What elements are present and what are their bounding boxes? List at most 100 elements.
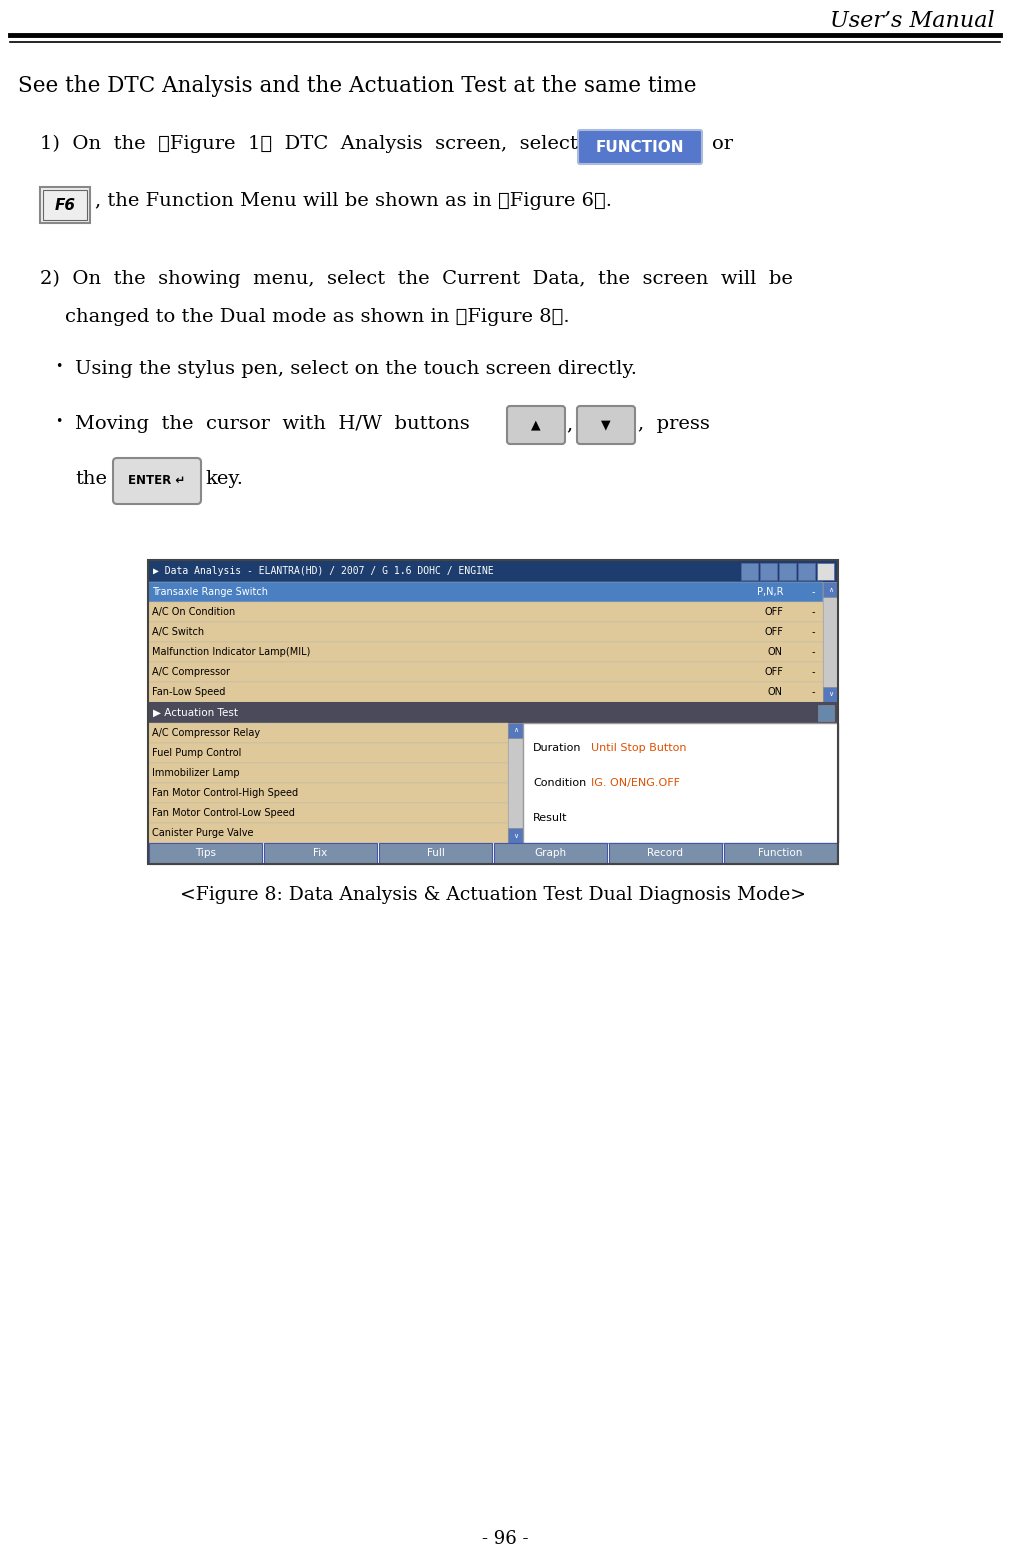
Text: Graph: Graph: [534, 849, 567, 858]
Text: •: •: [55, 360, 63, 373]
Bar: [148, 764, 508, 782]
FancyBboxPatch shape: [578, 130, 702, 164]
Text: -: -: [811, 587, 815, 597]
Text: Full: Full: [426, 849, 444, 858]
Text: Fuel Pump Control: Fuel Pump Control: [152, 748, 241, 758]
Text: A/C Compressor Relay: A/C Compressor Relay: [152, 728, 261, 737]
Bar: [148, 822, 508, 843]
Text: •: •: [55, 414, 63, 428]
Text: -: -: [811, 628, 815, 637]
Bar: [508, 724, 523, 737]
Text: the: the: [75, 470, 107, 489]
Text: changed to the Dual mode as shown in 〈Figure 8〉.: changed to the Dual mode as shown in 〈Fi…: [65, 308, 570, 326]
Text: Immobilizer Lamp: Immobilizer Lamp: [152, 768, 239, 778]
Bar: [148, 724, 508, 744]
Text: Duration: Duration: [533, 744, 582, 753]
Bar: [148, 642, 823, 662]
Bar: [817, 563, 834, 580]
Bar: [148, 601, 823, 621]
Bar: [148, 682, 823, 702]
Bar: [148, 662, 823, 682]
Text: Record: Record: [647, 849, 684, 858]
Bar: [823, 686, 838, 702]
Bar: [149, 843, 262, 864]
Text: 2)  On  the  showing  menu,  select  the  Current  Data,  the  screen  will  be: 2) On the showing menu, select the Curre…: [40, 271, 793, 288]
Bar: [508, 724, 523, 843]
Text: Until Stop Button: Until Stop Button: [591, 744, 687, 753]
Text: key.: key.: [205, 470, 243, 489]
Text: Fan Motor Control-High Speed: Fan Motor Control-High Speed: [152, 788, 298, 798]
Text: -: -: [811, 666, 815, 677]
Text: User’s Manual: User’s Manual: [830, 9, 995, 32]
Bar: [379, 843, 492, 864]
Bar: [741, 563, 758, 580]
Bar: [148, 581, 823, 601]
Text: ▼: ▼: [601, 419, 611, 431]
Bar: [43, 190, 87, 220]
Bar: [609, 843, 722, 864]
Text: F6: F6: [55, 198, 76, 212]
Text: ∨: ∨: [513, 832, 518, 838]
FancyBboxPatch shape: [577, 407, 635, 444]
Bar: [798, 563, 815, 580]
Bar: [148, 621, 823, 642]
Bar: [823, 581, 838, 702]
Text: - 96 -: - 96 -: [482, 1531, 528, 1546]
Text: ∧: ∧: [828, 586, 833, 592]
Text: A/C Compressor: A/C Compressor: [152, 666, 230, 677]
Text: 1)  On  the  〈Figure  1〉  DTC  Analysis  screen,  select: 1) On the 〈Figure 1〉 DTC Analysis screen…: [40, 135, 578, 153]
Text: ▶ Data Analysis - ELANTRA(HD) / 2007 / G 1.6 DOHC / ENGINE: ▶ Data Analysis - ELANTRA(HD) / 2007 / G…: [153, 566, 494, 577]
Bar: [523, 724, 838, 843]
Text: Condition: Condition: [533, 778, 586, 788]
Text: IG. ON/ENG.OFF: IG. ON/ENG.OFF: [591, 778, 680, 788]
Text: , the Function Menu will be shown as in 〈Figure 6〉.: , the Function Menu will be shown as in …: [95, 192, 612, 210]
Text: Malfunction Indicator Lamp(MIL): Malfunction Indicator Lamp(MIL): [152, 646, 310, 657]
Text: Fan Motor Control-Low Speed: Fan Motor Control-Low Speed: [152, 809, 295, 818]
Bar: [148, 702, 838, 724]
Text: -: -: [811, 646, 815, 657]
Text: Canister Purge Valve: Canister Purge Valve: [152, 829, 254, 838]
FancyBboxPatch shape: [113, 458, 201, 504]
Text: ENTER ↵: ENTER ↵: [128, 475, 186, 487]
Text: ,: ,: [566, 414, 572, 433]
Text: See the DTC Analysis and the Actuation Test at the same time: See the DTC Analysis and the Actuation T…: [18, 76, 697, 97]
Text: A/C On Condition: A/C On Condition: [152, 608, 235, 617]
Text: or: or: [712, 135, 733, 153]
Bar: [148, 802, 508, 822]
Bar: [40, 187, 90, 223]
Bar: [148, 744, 508, 764]
Bar: [823, 581, 838, 597]
Text: P,N,R: P,N,R: [756, 587, 783, 597]
Bar: [818, 705, 834, 720]
Bar: [148, 560, 838, 581]
Text: Transaxle Range Switch: Transaxle Range Switch: [152, 587, 268, 597]
Text: OFF: OFF: [765, 666, 783, 677]
Text: Fan-Low Speed: Fan-Low Speed: [152, 686, 225, 697]
Text: ON: ON: [768, 686, 783, 697]
Text: -: -: [811, 608, 815, 617]
Text: Using the stylus pen, select on the touch screen directly.: Using the stylus pen, select on the touc…: [75, 360, 637, 379]
Text: ▶ Actuation Test: ▶ Actuation Test: [153, 708, 238, 717]
Bar: [148, 782, 508, 802]
FancyBboxPatch shape: [507, 407, 565, 444]
Text: ▲: ▲: [531, 419, 540, 431]
Bar: [779, 563, 796, 580]
Text: Result: Result: [533, 813, 568, 822]
Text: OFF: OFF: [765, 608, 783, 617]
Text: -: -: [811, 686, 815, 697]
Bar: [508, 829, 523, 843]
Bar: [494, 843, 607, 864]
Text: <Figure 8: Data Analysis & Actuation Test Dual Diagnosis Mode>: <Figure 8: Data Analysis & Actuation Tes…: [180, 886, 806, 904]
Text: Tips: Tips: [195, 849, 216, 858]
Text: A/C Switch: A/C Switch: [152, 628, 204, 637]
Bar: [148, 560, 838, 864]
Text: ,  press: , press: [638, 414, 710, 433]
Text: FUNCTION: FUNCTION: [596, 139, 684, 155]
Text: Function: Function: [759, 849, 803, 858]
Text: ON: ON: [768, 646, 783, 657]
Text: ∨: ∨: [828, 691, 833, 697]
Text: Moving  the  cursor  with  H/W  buttons: Moving the cursor with H/W buttons: [75, 414, 470, 433]
Bar: [264, 843, 377, 864]
Text: OFF: OFF: [765, 628, 783, 637]
Text: Fix: Fix: [313, 849, 327, 858]
